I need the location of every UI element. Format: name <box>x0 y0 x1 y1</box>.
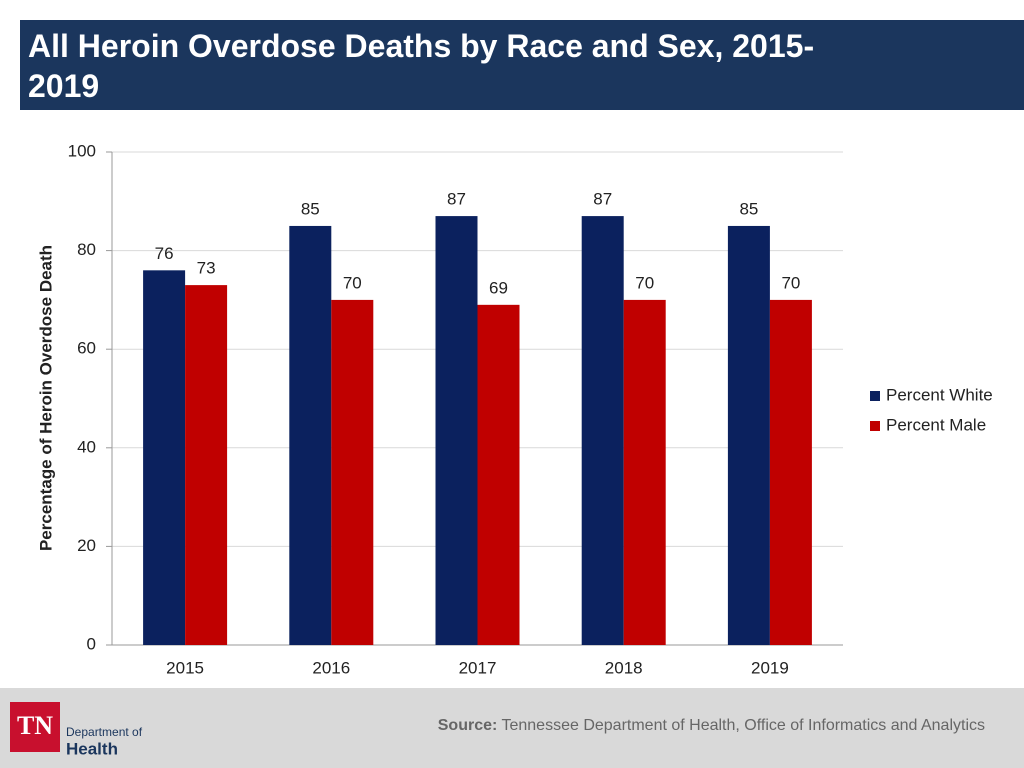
legend-swatch <box>870 391 880 401</box>
value-label: 85 <box>301 199 320 218</box>
bar <box>289 225 332 645</box>
y-axis-label: Percentage of Heroin Overdose Death <box>36 245 55 551</box>
value-label: 87 <box>593 190 612 209</box>
footer <box>0 688 1024 768</box>
bar <box>727 225 770 645</box>
source-label: Source: <box>438 717 498 734</box>
value-label: 70 <box>343 273 362 292</box>
bar <box>581 216 624 645</box>
value-label: 70 <box>635 273 654 292</box>
bar <box>143 270 186 645</box>
x-tick-label: 2019 <box>751 658 789 677</box>
value-label: 73 <box>197 259 216 278</box>
logo-line: Department of <box>66 725 143 739</box>
x-tick-label: 2015 <box>166 658 204 677</box>
y-tick-label: 20 <box>77 536 96 555</box>
y-tick-label: 60 <box>77 339 96 358</box>
value-label: 69 <box>489 278 508 297</box>
logo-mark: TN <box>17 711 53 740</box>
y-tick-label: 0 <box>87 634 96 653</box>
legend-label: Percent Male <box>886 415 986 434</box>
legend-swatch <box>870 421 880 431</box>
bar <box>623 299 666 645</box>
x-tick-label: 2018 <box>605 658 643 677</box>
bar <box>435 216 478 645</box>
x-tick-label: 2017 <box>459 658 497 677</box>
value-label: 85 <box>739 199 758 218</box>
title-banner <box>20 20 1024 110</box>
value-label: 70 <box>781 273 800 292</box>
source: Source: Tennessee Department of Health, … <box>438 717 985 734</box>
bar <box>185 285 228 645</box>
value-label: 87 <box>447 190 466 209</box>
bar <box>769 299 812 645</box>
bar <box>477 304 520 645</box>
logo-line: Health <box>66 739 118 758</box>
y-tick-label: 80 <box>77 240 96 259</box>
y-tick-label: 40 <box>77 437 96 456</box>
legend-label: Percent White <box>886 385 993 404</box>
chart-title: All Heroin Overdose Deaths by Race and S… <box>28 28 815 104</box>
source-text: Tennessee Department of Health, Office o… <box>501 717 985 734</box>
bar <box>331 299 374 645</box>
logo-box <box>10 702 60 752</box>
y-tick-label: 100 <box>68 141 96 160</box>
value-label: 76 <box>155 244 174 263</box>
x-tick-label: 2016 <box>312 658 350 677</box>
